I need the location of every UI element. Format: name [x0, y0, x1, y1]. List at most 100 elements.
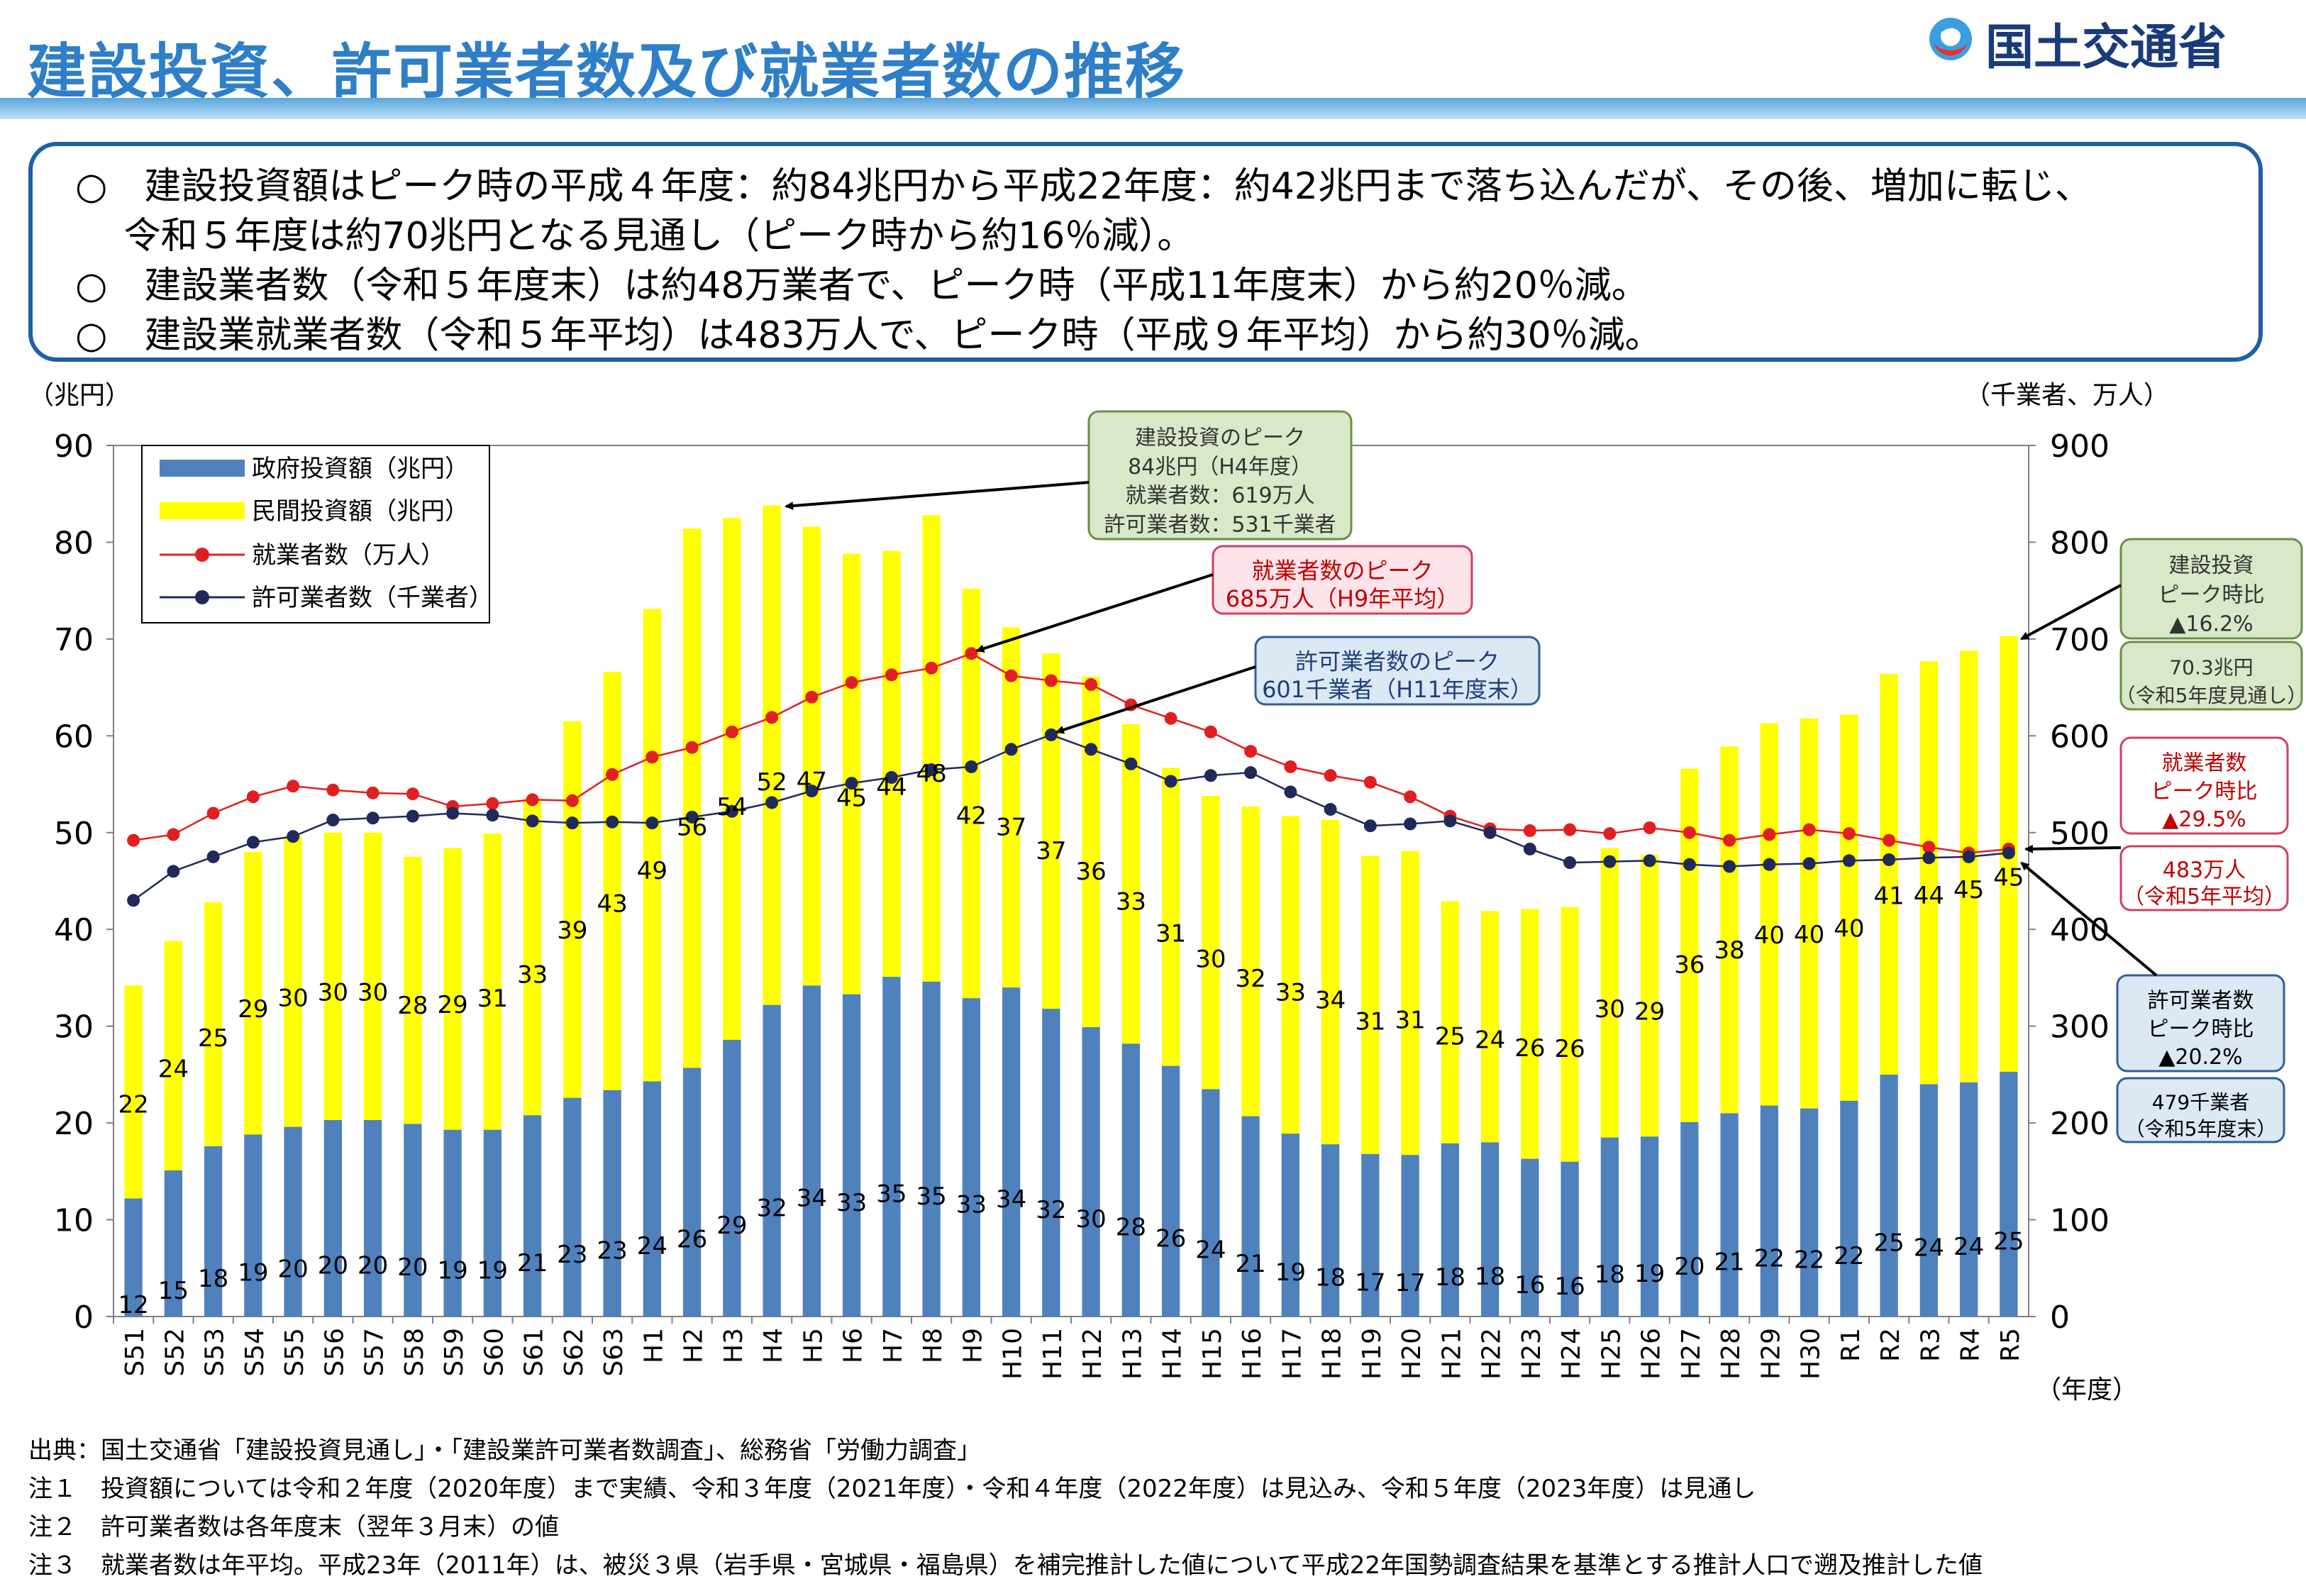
right-tick-label: 300: [2050, 1009, 2110, 1046]
private-value-label: 38: [1714, 936, 1744, 965]
workers-point: [246, 790, 260, 804]
licensed-businesses-point: [1563, 856, 1577, 870]
private-investment-bar: [1202, 795, 1220, 1090]
government-value-label: 32: [756, 1194, 787, 1222]
private-value-label: 31: [1155, 919, 1186, 948]
private-investment-bar: [1521, 909, 1539, 1159]
workers-point: [606, 767, 619, 781]
licensed-businesses-point: [1124, 757, 1138, 770]
right-tick-label: 700: [2050, 622, 2110, 658]
private-investment-bar: [922, 515, 941, 982]
government-value-label: 26: [677, 1226, 707, 1254]
government-value-label: 22: [1754, 1244, 1785, 1273]
private-investment-bar: [1480, 911, 1500, 1143]
private-value-label: 36: [1674, 951, 1704, 980]
government-investment-bar: [882, 977, 901, 1317]
right-tick-label: 500: [2050, 816, 2110, 852]
invest-ratio-box-text: ▲16.2%: [2169, 612, 2253, 637]
licensed-businesses-point: [1483, 826, 1497, 839]
left-tick-label: 0: [74, 1299, 94, 1336]
x-tick-label: H21: [1437, 1328, 1466, 1380]
private-investment-bar: [164, 941, 183, 1170]
chart-frame: 0102030405060708090010020030040050060070…: [54, 428, 2110, 1380]
private-investment-bar: [802, 526, 821, 986]
private-investment-bar: [1840, 714, 1858, 1101]
licensed-peak-callout-box: [1254, 636, 1541, 706]
private-value-label: 30: [1595, 995, 1625, 1024]
private-value-label: 29: [238, 995, 268, 1024]
x-tick-label: H23: [1517, 1328, 1546, 1380]
government-investment-bar: [563, 1097, 582, 1317]
left-tick-label: 30: [54, 1009, 94, 1046]
private-investment-bar: [1002, 627, 1021, 988]
government-investment-bar: [962, 998, 981, 1317]
government-value-label: 34: [996, 1185, 1026, 1214]
x-tick-label: R4: [1956, 1328, 1985, 1362]
private-investment-bar: [1161, 767, 1180, 1066]
government-investment-bar: [1640, 1136, 1659, 1317]
workers-point: [885, 668, 898, 682]
government-value-label: 18: [1595, 1260, 1625, 1289]
left-tick-label: 70: [54, 622, 94, 658]
licensed-businesses-line: [133, 733, 2009, 902]
government-value-label: 29: [716, 1212, 747, 1240]
licensed-businesses-point: [1962, 850, 1975, 863]
private-investment-bar: [723, 518, 741, 1040]
invest-peak-callout-text: 就業者数：619万人: [1125, 484, 1314, 509]
licensed-businesses-point: [1523, 842, 1536, 855]
invest-value-box-text: （令和5年度見通し）: [2116, 684, 2306, 707]
x-tick-label: H1: [639, 1328, 668, 1363]
government-investment-bar: [1321, 1144, 1340, 1317]
right-axis-unit: （千業者、万人）: [1965, 381, 2170, 410]
private-value-label: 32: [1235, 965, 1265, 993]
private-value-label: 26: [1554, 1035, 1585, 1063]
private-value-label: 36: [1075, 858, 1106, 886]
x-tick-label: H27: [1677, 1328, 1706, 1380]
government-investment-bar: [1480, 1142, 1500, 1317]
right-tick-label: 100: [2050, 1203, 2110, 1239]
x-tick-label: S60: [480, 1328, 509, 1377]
government-value-label: 23: [597, 1236, 627, 1265]
government-investment-bar: [643, 1081, 662, 1317]
licensed-businesses-point: [1244, 766, 1258, 780]
government-value-label: 19: [1275, 1258, 1306, 1287]
x-tick-label: R3: [1916, 1328, 1945, 1362]
government-value-label: 22: [1794, 1246, 1824, 1274]
legend-label: 政府投資額（兆円）: [252, 455, 469, 483]
licensed-businesses-point: [1603, 855, 1617, 868]
licensed-businesses-point: [446, 807, 460, 820]
workers-point: [1284, 760, 1297, 773]
private-value-label: 41: [1873, 882, 1904, 911]
private-value-label: 25: [198, 1024, 228, 1053]
government-investment-bar: [404, 1124, 422, 1317]
government-investment-bar: [603, 1090, 621, 1317]
government-value-label: 24: [637, 1232, 667, 1260]
government-investment-bar: [244, 1134, 262, 1317]
private-value-label: 40: [1834, 915, 1864, 943]
licensed-businesses-point: [1004, 743, 1018, 756]
licensed-peak-callout-text: 許可業者数のピーク: [1295, 648, 1500, 675]
left-tick-label: 10: [54, 1203, 94, 1239]
government-value-label: 24: [1914, 1234, 1944, 1262]
workers-point: [1842, 827, 1856, 841]
licensed-businesses-point: [1404, 817, 1417, 831]
licensed-businesses-point: [1443, 814, 1457, 828]
licensed-businesses-point: [725, 804, 738, 818]
government-value-label: 33: [956, 1191, 987, 1219]
private-value-label: 30: [357, 979, 388, 1007]
logo: 国土交通省: [1926, 7, 2227, 78]
government-investment-bar: [443, 1129, 462, 1317]
workers-peak-arrow: [975, 573, 1214, 653]
workers-point: [1643, 821, 1656, 834]
licensed-businesses-point: [1802, 857, 1816, 870]
private-investment-bar: [204, 902, 223, 1146]
private-investment-bar: [443, 848, 462, 1130]
government-value-label: 28: [1116, 1214, 1146, 1242]
government-value-label: 24: [1195, 1236, 1226, 1265]
licensed-businesses-point: [1643, 854, 1656, 868]
private-investment-bar: [1760, 723, 1779, 1106]
licensed-ratio-box-text: ▲20.2%: [2158, 1045, 2242, 1070]
x-tick-label: S51: [121, 1328, 150, 1377]
invest-peak-callout-box: [1087, 410, 1353, 541]
x-tick-label: R1: [1836, 1328, 1866, 1362]
